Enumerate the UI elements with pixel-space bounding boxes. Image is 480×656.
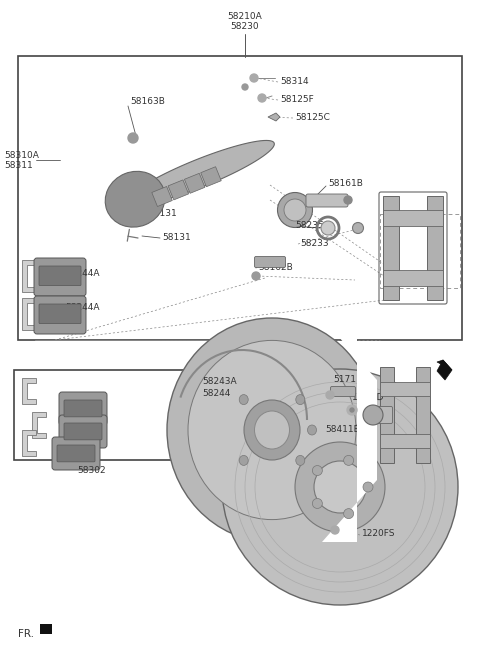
Text: 58210A: 58210A xyxy=(228,12,263,21)
Polygon shape xyxy=(201,167,221,187)
FancyBboxPatch shape xyxy=(52,437,100,470)
Polygon shape xyxy=(40,624,52,634)
Text: 58235C: 58235C xyxy=(295,222,330,230)
Bar xyxy=(380,214,460,288)
Text: 58311: 58311 xyxy=(4,161,33,171)
Polygon shape xyxy=(22,298,36,330)
Ellipse shape xyxy=(295,442,385,532)
Text: 58163B: 58163B xyxy=(130,98,165,106)
Polygon shape xyxy=(380,382,430,396)
Polygon shape xyxy=(152,186,172,207)
Polygon shape xyxy=(380,434,430,448)
Ellipse shape xyxy=(239,455,248,465)
Ellipse shape xyxy=(254,411,289,449)
Text: 58244A: 58244A xyxy=(65,302,99,312)
Polygon shape xyxy=(268,113,280,121)
Ellipse shape xyxy=(105,171,165,227)
Bar xyxy=(18,56,462,340)
Ellipse shape xyxy=(312,466,323,476)
Text: 1351JD: 1351JD xyxy=(352,394,384,403)
Ellipse shape xyxy=(363,482,373,492)
FancyBboxPatch shape xyxy=(331,386,356,396)
Text: 58162B: 58162B xyxy=(258,264,293,272)
FancyBboxPatch shape xyxy=(64,400,102,417)
FancyBboxPatch shape xyxy=(59,415,107,448)
Text: 58131: 58131 xyxy=(162,234,191,243)
Text: 58244A: 58244A xyxy=(65,270,99,279)
Circle shape xyxy=(344,196,352,204)
Ellipse shape xyxy=(363,405,383,425)
FancyBboxPatch shape xyxy=(59,392,107,425)
Ellipse shape xyxy=(167,318,377,542)
Polygon shape xyxy=(383,210,443,226)
Text: FR.: FR. xyxy=(18,629,34,639)
Ellipse shape xyxy=(239,395,248,405)
Polygon shape xyxy=(184,173,205,194)
Circle shape xyxy=(128,133,138,143)
Ellipse shape xyxy=(321,221,335,235)
Circle shape xyxy=(242,84,248,90)
Circle shape xyxy=(331,526,339,534)
Ellipse shape xyxy=(296,455,305,465)
Polygon shape xyxy=(22,378,36,404)
Ellipse shape xyxy=(222,369,458,605)
Text: 58125C: 58125C xyxy=(295,113,330,123)
Ellipse shape xyxy=(308,425,316,435)
Polygon shape xyxy=(126,140,275,205)
FancyBboxPatch shape xyxy=(306,194,348,207)
Ellipse shape xyxy=(344,455,354,465)
Circle shape xyxy=(347,405,357,415)
Text: 58302: 58302 xyxy=(78,466,106,475)
Polygon shape xyxy=(383,196,399,300)
Text: 51711: 51711 xyxy=(333,375,362,384)
FancyBboxPatch shape xyxy=(57,445,95,462)
Circle shape xyxy=(326,391,334,399)
Polygon shape xyxy=(22,260,36,292)
Ellipse shape xyxy=(296,395,305,405)
Ellipse shape xyxy=(277,192,312,228)
Polygon shape xyxy=(380,367,394,463)
Text: 58131: 58131 xyxy=(148,209,177,218)
Ellipse shape xyxy=(284,199,306,221)
FancyBboxPatch shape xyxy=(64,423,102,440)
Polygon shape xyxy=(416,367,430,463)
FancyBboxPatch shape xyxy=(34,258,86,296)
Text: 58314: 58314 xyxy=(280,77,309,87)
Circle shape xyxy=(350,408,354,412)
Text: 58230: 58230 xyxy=(231,22,259,31)
FancyBboxPatch shape xyxy=(372,407,393,424)
Text: 58125F: 58125F xyxy=(280,96,314,104)
Ellipse shape xyxy=(312,499,323,508)
FancyBboxPatch shape xyxy=(254,256,286,268)
Polygon shape xyxy=(437,360,452,380)
Polygon shape xyxy=(322,318,377,542)
Text: 58161B: 58161B xyxy=(328,180,363,188)
Text: 58233: 58233 xyxy=(300,239,329,249)
Circle shape xyxy=(250,74,258,82)
Text: 58243A: 58243A xyxy=(202,377,237,386)
Polygon shape xyxy=(437,360,452,370)
Bar xyxy=(14,370,185,460)
FancyBboxPatch shape xyxy=(39,266,81,285)
Circle shape xyxy=(258,94,266,102)
Text: 1220FS: 1220FS xyxy=(362,529,396,537)
Polygon shape xyxy=(22,430,36,456)
Polygon shape xyxy=(40,624,52,634)
Polygon shape xyxy=(168,180,189,200)
Text: 58310A: 58310A xyxy=(4,150,39,159)
Polygon shape xyxy=(32,412,46,438)
Circle shape xyxy=(252,272,260,280)
Ellipse shape xyxy=(344,508,354,519)
Ellipse shape xyxy=(244,400,300,460)
Polygon shape xyxy=(383,270,443,286)
FancyBboxPatch shape xyxy=(34,296,86,334)
Polygon shape xyxy=(427,196,443,300)
Ellipse shape xyxy=(188,340,356,520)
Text: 58244: 58244 xyxy=(202,388,230,398)
Text: 58411B: 58411B xyxy=(325,426,360,434)
Ellipse shape xyxy=(352,222,363,234)
FancyBboxPatch shape xyxy=(39,304,81,323)
Ellipse shape xyxy=(314,461,366,513)
